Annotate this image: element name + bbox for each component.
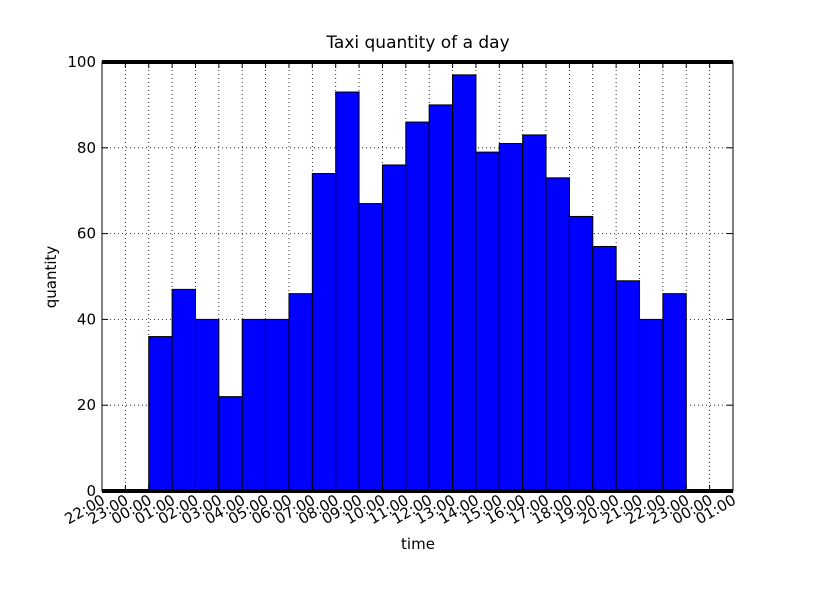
bar: 22:00: 46 <box>662 293 687 492</box>
bar: 19:00: 57 <box>592 245 617 492</box>
bar: 17:00: 73 <box>545 177 570 492</box>
bar: 11:00: 86 <box>405 121 430 492</box>
y-axis-label: quantity <box>42 246 60 309</box>
y-tick-label: 20 <box>77 396 96 414</box>
x-axis-label: time <box>401 535 435 553</box>
bar: 03:00: 22 <box>218 396 243 492</box>
axes-frame <box>101 60 734 493</box>
bar: 18:00: 64 <box>568 215 594 492</box>
bar: 04:00: 40 <box>241 318 267 492</box>
bar: 05:00: 40 <box>265 318 290 492</box>
bar: 16:00: 83 <box>522 134 547 492</box>
y-tick-label: 80 <box>77 139 96 157</box>
y-tick-label: 0 <box>86 482 96 500</box>
bar: 20:00: 49 <box>615 280 641 492</box>
bar: 06:00: 46 <box>288 293 313 492</box>
bar: 09:00: 67 <box>358 203 383 492</box>
bar: 14:00: 79 <box>475 151 500 492</box>
y-tick-label: 60 <box>77 225 96 243</box>
bar: 00:00: 36 <box>148 336 173 492</box>
bar: 02:00: 40 <box>194 318 220 492</box>
bar: 10:00: 76 <box>381 164 407 492</box>
y-tick-label: 100 <box>67 53 96 71</box>
bar: 21:00: 40 <box>639 318 664 492</box>
bar: 07:00: 74 <box>311 173 337 492</box>
chart-title: Taxi quantity of a day <box>325 33 509 53</box>
bars: 00:00: 3601:00: 4702:00: 4003:00: 2204:0… <box>148 74 687 492</box>
y-tick-label: 40 <box>77 310 96 328</box>
bar: 12:00: 90 <box>428 104 454 492</box>
bar: 15:00: 81 <box>498 143 524 492</box>
bar: 13:00: 97 <box>452 74 477 492</box>
bar: 01:00: 47 <box>171 288 196 492</box>
bar: 08:00: 93 <box>335 91 360 492</box>
y-axis-ticks: 0 20 40 60 80 100 <box>67 53 733 500</box>
